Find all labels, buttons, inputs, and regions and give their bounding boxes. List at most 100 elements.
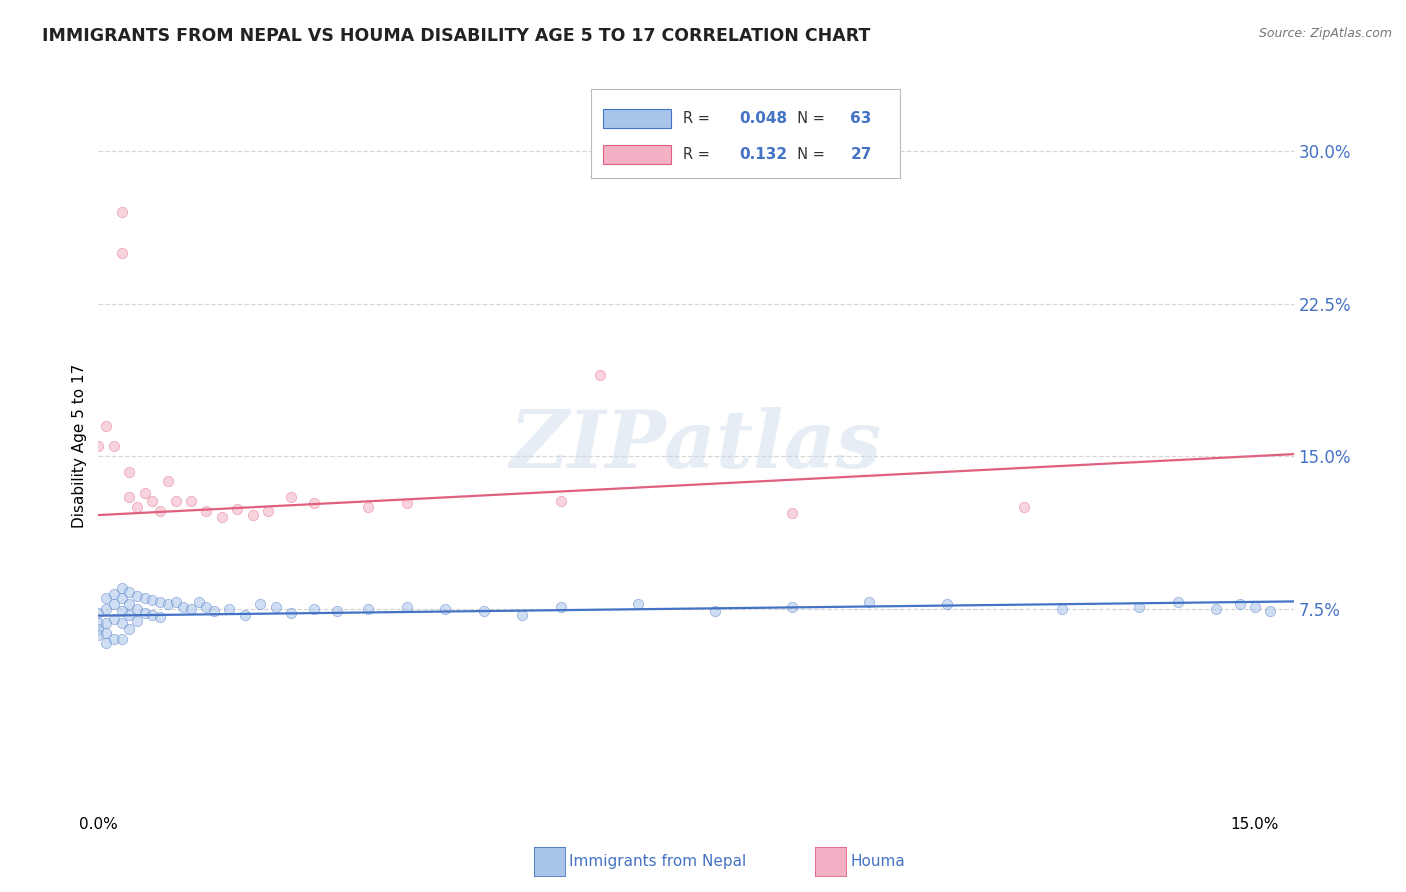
Point	[125, 500, 148, 514]
Bar	[603, 109, 671, 128]
Point	[180, 494, 202, 508]
Point	[1244, 599, 1267, 614]
Point	[103, 587, 125, 601]
Point	[304, 601, 326, 615]
Point	[218, 601, 240, 615]
Point	[233, 607, 256, 622]
Point	[1050, 601, 1073, 615]
Point	[264, 599, 287, 614]
Point	[434, 601, 457, 615]
Point	[110, 632, 132, 646]
Point	[257, 504, 280, 518]
Point	[149, 609, 172, 624]
Point	[165, 494, 187, 508]
Point	[125, 614, 148, 628]
Point	[627, 598, 650, 612]
Point	[118, 598, 141, 612]
Text: Immigrants from Nepal: Immigrants from Nepal	[569, 855, 747, 869]
Point	[202, 604, 225, 618]
Point	[141, 494, 163, 508]
Point	[134, 591, 156, 606]
Point	[512, 607, 534, 622]
Point	[249, 598, 271, 612]
Point	[326, 604, 349, 618]
Bar	[603, 145, 671, 164]
Point	[94, 636, 117, 650]
Text: 0.132: 0.132	[740, 147, 787, 161]
Point	[103, 439, 125, 453]
Point	[226, 502, 249, 516]
Point	[149, 595, 172, 609]
Text: 63: 63	[851, 112, 872, 126]
Text: IMMIGRANTS FROM NEPAL VS HOUMA DISABILITY AGE 5 TO 17 CORRELATION CHART: IMMIGRANTS FROM NEPAL VS HOUMA DISABILIT…	[42, 27, 870, 45]
Point	[782, 506, 804, 520]
Point	[118, 607, 141, 622]
Point	[304, 496, 326, 510]
Point	[156, 474, 179, 488]
Point	[103, 612, 125, 626]
Point	[1012, 500, 1035, 514]
Text: R =: R =	[683, 112, 714, 126]
Point	[395, 599, 418, 614]
Point	[110, 604, 132, 618]
Point	[94, 418, 117, 433]
Point	[141, 593, 163, 607]
Point	[125, 590, 148, 604]
Point	[110, 581, 132, 595]
Point	[704, 604, 727, 618]
Point	[118, 466, 141, 480]
Point	[550, 494, 572, 508]
Text: N =: N =	[789, 112, 830, 126]
Point	[211, 510, 233, 524]
Text: 27: 27	[851, 147, 872, 161]
Point	[180, 601, 202, 615]
Point	[472, 604, 495, 618]
Point	[165, 595, 187, 609]
Point	[94, 591, 117, 606]
Point	[550, 599, 572, 614]
Point	[395, 496, 418, 510]
Y-axis label: Disability Age 5 to 17: Disability Age 5 to 17	[72, 364, 87, 528]
Point	[87, 622, 110, 636]
Point	[357, 500, 380, 514]
Point	[195, 599, 218, 614]
Point	[87, 439, 110, 453]
Point	[134, 606, 156, 620]
Point	[1205, 601, 1227, 615]
Text: ZIPatlas: ZIPatlas	[510, 408, 882, 484]
Point	[110, 615, 132, 630]
Point	[187, 595, 209, 609]
Point	[172, 599, 194, 614]
Point	[156, 598, 179, 612]
Point	[110, 591, 132, 606]
Point	[87, 606, 110, 620]
Point	[858, 595, 880, 609]
Point	[94, 615, 117, 630]
Point	[1128, 599, 1150, 614]
Point	[141, 607, 163, 622]
Point	[134, 485, 156, 500]
Text: N =: N =	[789, 147, 830, 161]
Text: Houma: Houma	[851, 855, 905, 869]
Point	[110, 246, 132, 260]
Point	[242, 508, 264, 522]
Point	[103, 632, 125, 646]
Point	[1229, 598, 1251, 612]
Point	[94, 601, 117, 615]
Point	[103, 598, 125, 612]
Point	[588, 368, 610, 382]
Point	[782, 599, 804, 614]
Point	[118, 490, 141, 504]
Point	[87, 615, 110, 630]
Point	[1167, 595, 1189, 609]
Point	[280, 490, 302, 504]
Point	[195, 504, 218, 518]
Point	[149, 504, 172, 518]
Point	[1260, 604, 1282, 618]
Point	[110, 205, 132, 219]
Text: Source: ZipAtlas.com: Source: ZipAtlas.com	[1258, 27, 1392, 40]
Text: R =: R =	[683, 147, 714, 161]
Point	[118, 622, 141, 636]
Point	[935, 598, 957, 612]
Point	[357, 601, 380, 615]
